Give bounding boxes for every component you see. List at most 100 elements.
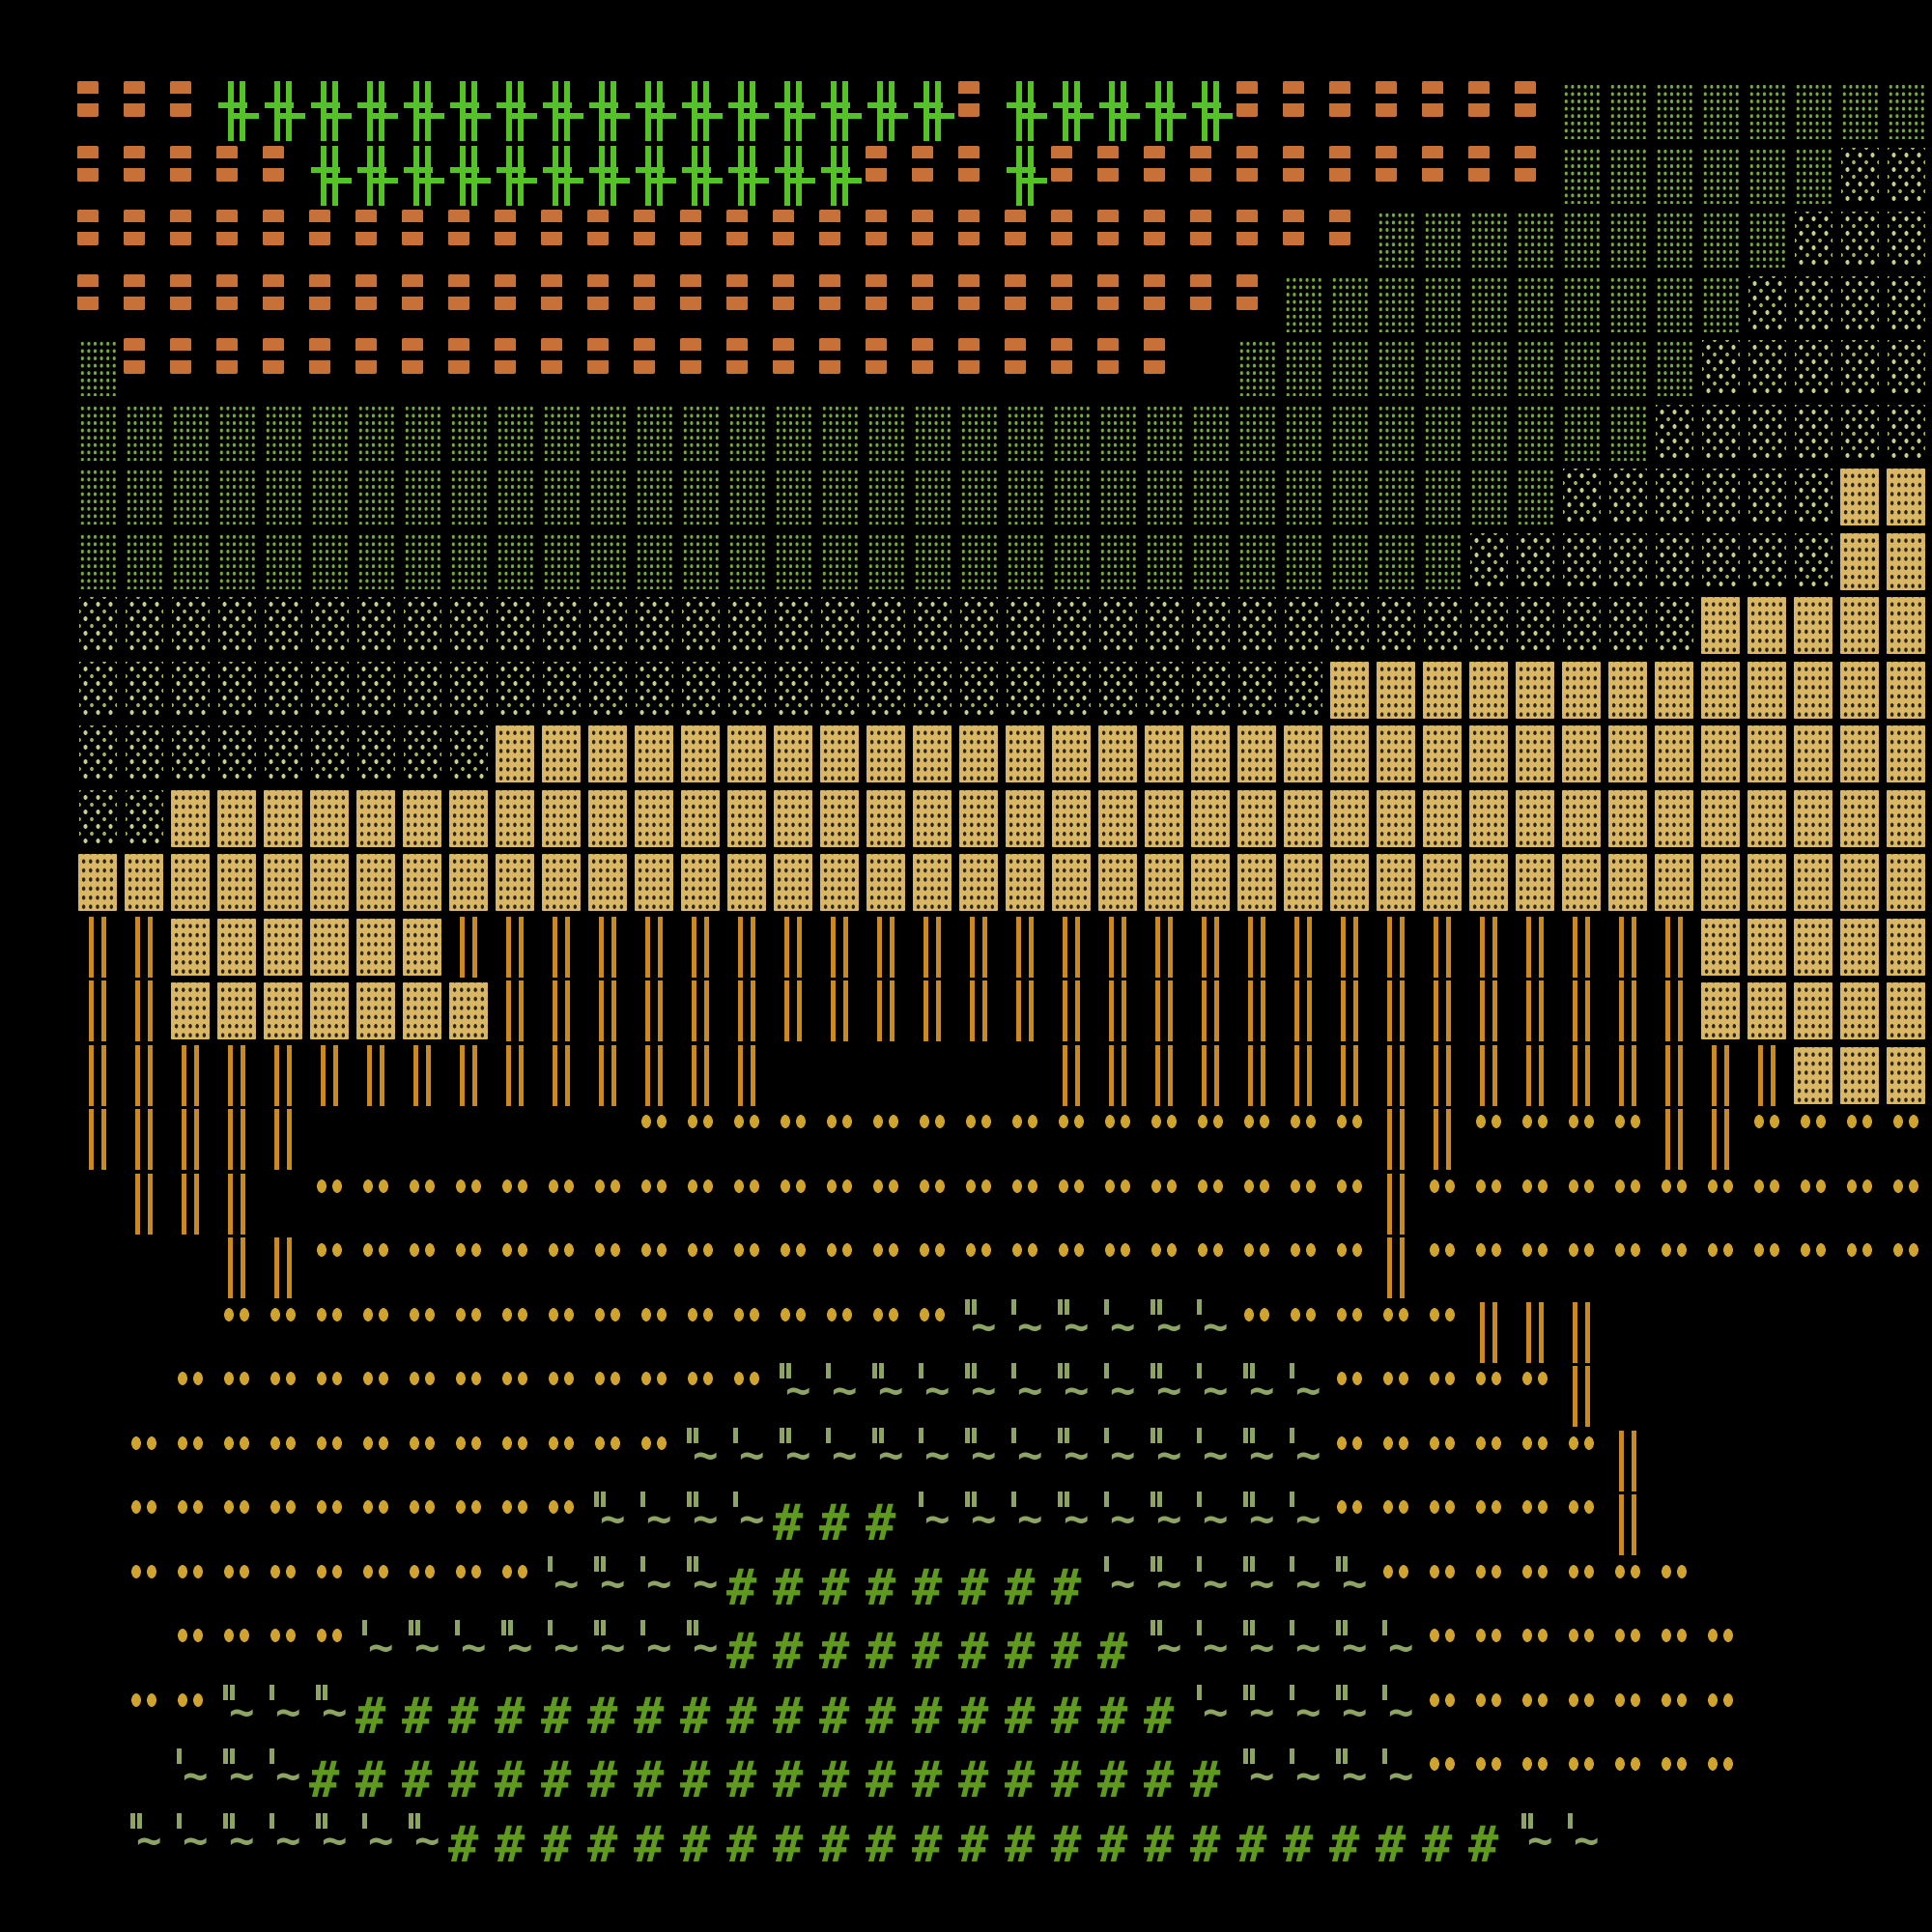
double-dot-glyph — [779, 1177, 810, 1195]
tan-dither-glyph — [959, 725, 998, 782]
double-dot-glyph — [361, 1177, 392, 1195]
double-bar-glyph — [1109, 980, 1126, 1041]
light-shade-glyph — [1285, 661, 1322, 718]
double-dot-glyph — [639, 1434, 670, 1452]
hash-glyph: # — [726, 1815, 757, 1874]
double-dot-glyph — [1474, 1370, 1505, 1387]
hash-glyph: # — [773, 1494, 804, 1552]
wave-glyph: ~ — [1005, 1492, 1051, 1552]
equals-block-glyph — [495, 273, 516, 310]
medium-shade-glyph — [497, 469, 534, 525]
tan-dither-glyph — [1887, 854, 1925, 911]
tan-dither-glyph — [820, 789, 859, 847]
tan-dither-glyph — [356, 854, 395, 911]
medium-shade-glyph — [1238, 469, 1276, 525]
equals-block-glyph — [1051, 338, 1072, 374]
equals-block-glyph — [216, 338, 238, 374]
tan-dither-glyph — [774, 725, 812, 782]
double-bar-glyph — [1294, 916, 1312, 978]
medium-shade-glyph — [1331, 275, 1369, 332]
double-dot-glyph — [1660, 1177, 1690, 1195]
tan-dither-glyph — [1284, 854, 1322, 911]
equals-block-glyph — [680, 210, 701, 245]
double-dot-glyph — [1381, 1498, 1412, 1516]
equals-block-glyph — [634, 338, 655, 374]
equals-block-glyph — [912, 273, 933, 310]
wave-glyph: ~ — [1144, 1427, 1190, 1489]
equals-block-glyph — [263, 145, 284, 182]
tan-dither-glyph — [1608, 725, 1647, 782]
double-bar-glyph — [1248, 916, 1265, 978]
medium-shade-glyph — [450, 532, 488, 589]
equals-block-glyph — [773, 338, 794, 374]
double-dot-glyph — [732, 1241, 763, 1259]
double-dot-glyph — [1474, 1241, 1505, 1259]
hash-glyph: # — [1097, 1623, 1128, 1681]
double-dot-glyph — [547, 1370, 578, 1387]
equals-block-glyph — [77, 145, 99, 182]
double-bar-glyph — [460, 916, 477, 978]
light-shade-glyph — [867, 597, 905, 653]
cross-glyph — [1005, 81, 1047, 141]
equals-block-glyph — [1515, 145, 1536, 182]
hash-glyph: # — [866, 1558, 896, 1617]
double-dot-glyph — [315, 1370, 346, 1387]
tan-dither-glyph — [1840, 789, 1879, 847]
tan-dither-glyph — [542, 854, 581, 911]
tan-dither-glyph — [542, 789, 581, 847]
double-dot-glyph — [500, 1498, 531, 1516]
cross-glyph — [1190, 81, 1233, 141]
double-dot-glyph — [129, 1562, 160, 1580]
wave-glyph: ~ — [1005, 1363, 1051, 1424]
double-bar-glyph — [1434, 1109, 1451, 1170]
cross-glyph — [355, 81, 398, 141]
equals-block-glyph — [1097, 210, 1119, 245]
double-bar-glyph — [599, 916, 616, 978]
equals-block-glyph — [819, 210, 840, 245]
medium-shade-glyph — [1238, 340, 1276, 396]
hash-glyph: # — [912, 1815, 943, 1874]
double-dot-glyph — [1474, 1690, 1505, 1709]
medium-shade-glyph — [728, 469, 766, 525]
wave-glyph: ~ — [1097, 1298, 1144, 1360]
double-dot-glyph — [964, 1177, 995, 1195]
tan-dither-glyph — [1840, 918, 1879, 976]
medium-shade-glyph — [1285, 469, 1322, 525]
cross-glyph — [263, 81, 305, 141]
double-bar-glyph — [135, 1044, 153, 1106]
double-bar-glyph — [831, 916, 848, 978]
light-shade-glyph — [1841, 404, 1879, 461]
equals-block-glyph — [958, 338, 980, 374]
double-bar-glyph — [135, 980, 153, 1041]
wave-glyph: ~ — [680, 1620, 726, 1681]
double-bar-glyph — [1294, 1044, 1312, 1106]
wave-glyph: ~ — [958, 1363, 1005, 1424]
medium-shade-glyph — [821, 404, 859, 461]
medium-shade-glyph — [1888, 83, 1925, 139]
double-bar-glyph — [367, 1044, 384, 1106]
wave-glyph: ~ — [216, 1812, 263, 1874]
double-bar-glyph — [1341, 980, 1358, 1041]
equals-block-glyph — [1005, 210, 1026, 245]
equals-block-glyph — [1236, 81, 1258, 117]
equals-block-glyph — [680, 338, 701, 374]
equals-block-glyph — [958, 145, 980, 182]
medium-shade-glyph — [1331, 532, 1369, 589]
light-shade-glyph — [1656, 532, 1693, 589]
double-bar-glyph — [506, 916, 524, 978]
medium-shade-glyph — [172, 469, 210, 525]
light-shade-glyph — [265, 597, 302, 653]
tan-dither-glyph — [264, 854, 302, 911]
hash-glyph: # — [1051, 1815, 1082, 1874]
double-dot-glyph — [408, 1562, 439, 1580]
medium-shade-glyph — [1470, 275, 1508, 332]
double-dot-glyph — [1428, 1434, 1459, 1452]
tan-dither-glyph — [1562, 661, 1601, 719]
double-dot-glyph — [1335, 1177, 1366, 1195]
medium-shade-glyph — [1609, 404, 1647, 461]
equals-block-glyph — [634, 273, 655, 310]
medium-shade-glyph — [1378, 404, 1415, 461]
hash-glyph: # — [866, 1623, 896, 1681]
wave-glyph: ~ — [263, 1812, 309, 1874]
medium-shade-glyph — [79, 340, 117, 396]
